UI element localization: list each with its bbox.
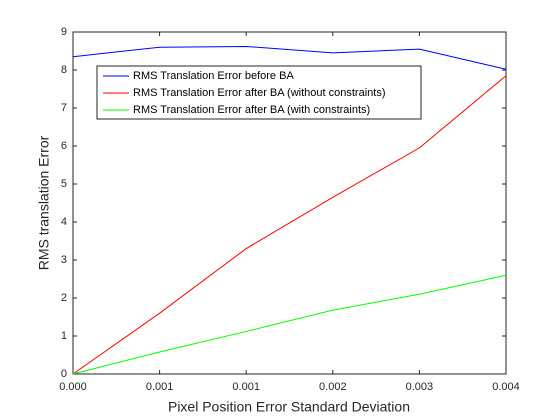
series-line bbox=[72, 75, 507, 375]
x-tick-label: 0.004 bbox=[492, 381, 520, 393]
y-axis-label: RMS translation Error bbox=[36, 135, 52, 270]
series-line bbox=[72, 45, 507, 70]
y-tick-label: 3 bbox=[61, 254, 67, 266]
y-tick-label: 4 bbox=[61, 216, 67, 228]
y-tick-label: 9 bbox=[61, 26, 67, 38]
x-axis-label: Pixel Position Error Standard Deviation bbox=[168, 399, 410, 415]
y-tick-label: 5 bbox=[61, 178, 67, 190]
y-tick-label: 8 bbox=[61, 64, 67, 76]
legend-label: RMS Translation Error after BA (with con… bbox=[133, 104, 370, 116]
series-line bbox=[72, 274, 507, 375]
y-tick-label: 1 bbox=[61, 330, 67, 342]
x-tick-label: 0.000 bbox=[59, 381, 87, 393]
x-tick-label: 0.002 bbox=[319, 381, 347, 393]
y-tick-label: 0 bbox=[61, 368, 67, 380]
legend-label: RMS Translation Error before BA bbox=[133, 70, 294, 82]
x-tick-label: 0.001 bbox=[146, 381, 174, 393]
y-tick-label: 7 bbox=[61, 102, 67, 114]
x-tick-label: 0.003 bbox=[406, 381, 434, 393]
legend: RMS Translation Error before BA RMS Trans… bbox=[96, 65, 422, 120]
legend-box bbox=[96, 65, 422, 120]
y-tick-label: 2 bbox=[61, 292, 67, 304]
legend-label: RMS Translation Error after BA (without … bbox=[133, 87, 385, 99]
y-tick-label: 6 bbox=[61, 140, 67, 152]
x-tick-label: 0.001 bbox=[232, 381, 260, 393]
